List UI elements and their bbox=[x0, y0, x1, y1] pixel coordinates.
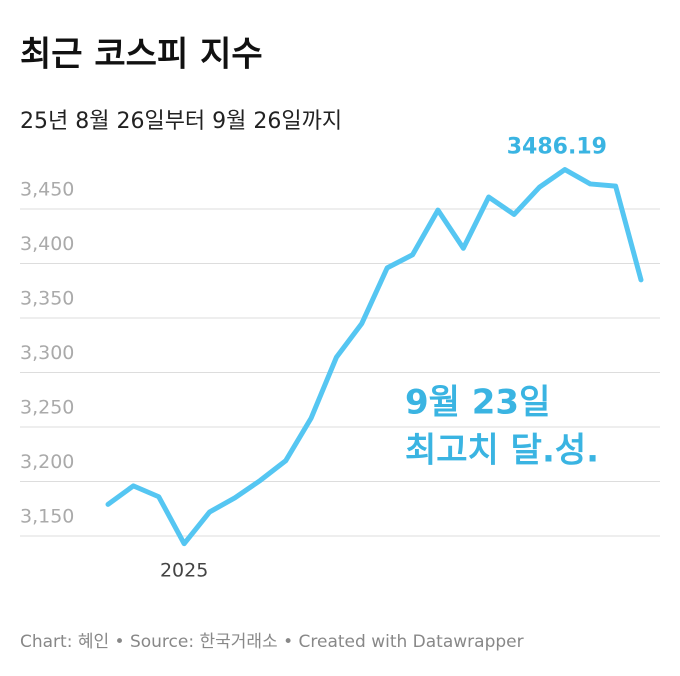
y-tick-label: 3,250 bbox=[20, 397, 74, 419]
y-tick-label: 3,150 bbox=[20, 506, 74, 528]
footer: Chart: 혜인 • Source: 한국거래소 • Created with… bbox=[20, 632, 524, 652]
y-tick-label: 3,450 bbox=[20, 179, 74, 201]
y-tick-label: 3,350 bbox=[20, 288, 74, 310]
value-label: 3486.19 bbox=[507, 135, 607, 160]
y-tick-label: 3,300 bbox=[20, 342, 74, 364]
chart-subtitle: 25년 8월 26일부터 9월 26일까지 bbox=[20, 109, 342, 134]
x-tick-label: 2025 bbox=[160, 560, 208, 582]
line bbox=[105, 167, 644, 547]
y-tick-label: 3,200 bbox=[20, 451, 74, 473]
y-tick-label: 3,400 bbox=[20, 233, 74, 255]
annotation: 9월 23일 bbox=[405, 383, 550, 423]
chart-title: 최근 코스피 지수 bbox=[20, 35, 263, 75]
annotation: 최고치 달.성. bbox=[405, 431, 599, 471]
